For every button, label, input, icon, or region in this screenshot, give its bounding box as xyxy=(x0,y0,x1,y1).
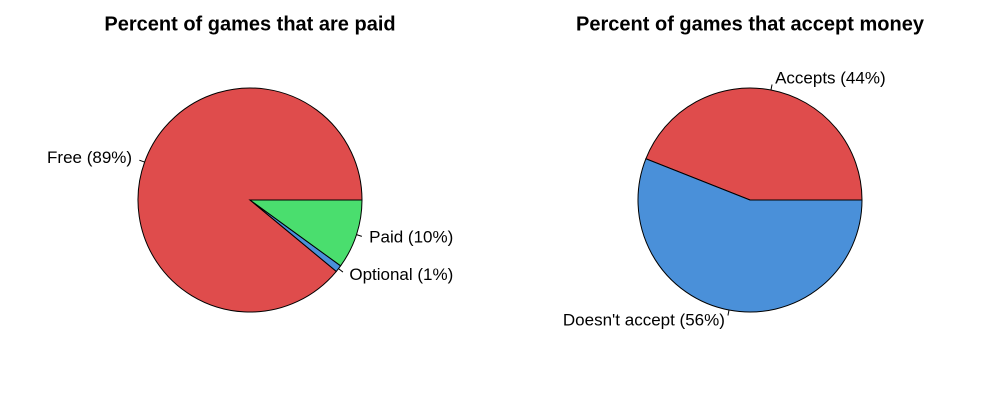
slice-label: Doesn't accept (56%) xyxy=(563,311,725,330)
label-leader xyxy=(139,159,145,163)
chart-title: Percent of games that accept money xyxy=(576,13,925,35)
slice-label: Optional (1%) xyxy=(349,265,453,284)
slice-label: Free (89%) xyxy=(47,148,132,167)
chart-title: Percent of games that are paid xyxy=(104,13,395,35)
label-leader xyxy=(356,234,362,237)
label-leader xyxy=(727,309,730,316)
slice-label: Paid (10%) xyxy=(369,228,453,247)
label-leader xyxy=(770,84,773,91)
pie-slice xyxy=(637,158,863,313)
slice-label: Accepts (44%) xyxy=(775,68,886,87)
label-leader xyxy=(338,268,344,273)
